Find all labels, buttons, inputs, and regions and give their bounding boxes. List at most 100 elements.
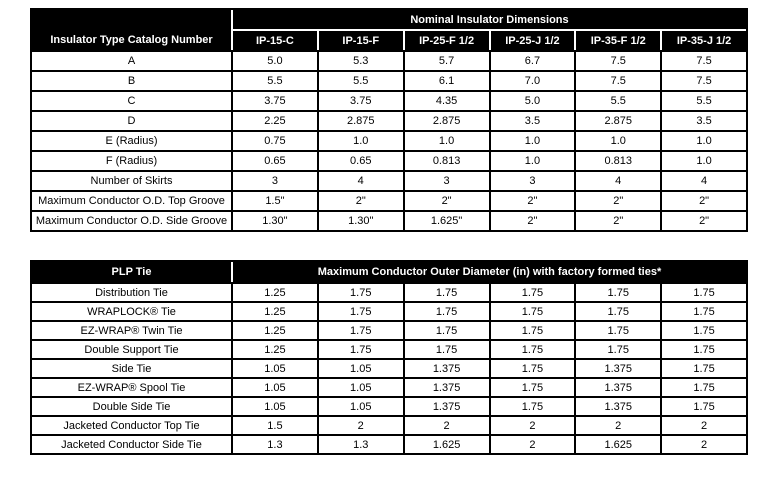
value-cell: 1.375 [576,398,661,415]
insulator-table-header: Insulator Type Catalog Number Nominal In… [32,10,746,50]
tie-table-body: Distribution Tie 1.25 1.75 1.75 1.75 1.75 1.75… [32,282,746,453]
value-cell: 1.375 [404,398,489,415]
row-label: D [32,112,231,130]
column-header: IP-25-J 1/2 [490,31,575,50]
value-cell: 1.0 [404,132,489,150]
row-label: F (Radius) [32,152,231,170]
value-cell: 1.75 [490,322,575,339]
value-cell: 2" [576,192,661,210]
row-label: B [32,72,231,90]
value-cell: 1.75 [490,360,575,377]
value-cell: 3.5 [662,112,746,130]
value-cell: 1.75 [490,398,575,415]
row-label: Distribution Tie [32,284,231,301]
value-cell: 1.625" [404,212,489,230]
value-cell: 3.75 [318,92,403,110]
value-cell: 1.0 [662,152,746,170]
row-label: E (Radius) [32,132,231,150]
value-cell: 3.5 [490,112,575,130]
column-header: IP-25-F 1/2 [404,31,489,50]
insulator-table-group-header: Nominal Insulator Dimensions [233,10,746,29]
value-cell: 5.5 [233,72,317,90]
value-cell: 4 [662,172,746,190]
value-cell: 2.25 [233,112,317,130]
value-cell: 1.0 [490,152,575,170]
value-cell: 1.75 [318,341,403,358]
insulator-dimensions-table: Insulator Type Catalog Number Nominal In… [30,8,748,232]
value-cell: 2" [490,212,575,230]
value-cell: 1.625 [576,436,661,453]
value-cell: 3 [404,172,489,190]
value-cell: 5.5 [576,92,661,110]
value-cell: 7.5 [576,72,661,90]
value-cell: 1.75 [404,303,489,320]
value-cell: 2" [662,212,746,230]
value-cell: 7.5 [662,52,746,70]
value-cell: 0.813 [576,152,661,170]
row-label: WRAPLOCK® Tie [32,303,231,320]
value-cell: 4 [318,172,403,190]
value-cell: 4.35 [404,92,489,110]
value-cell: 1.05 [318,360,403,377]
value-cell: 1.75 [490,379,575,396]
value-cell: 1.0 [662,132,746,150]
value-cell: 1.75 [576,303,661,320]
value-cell: 1.25 [233,303,317,320]
value-cell: 1.625 [404,436,489,453]
value-cell: 0.813 [404,152,489,170]
column-header: IP-15-C [233,31,317,50]
value-cell: 1.375 [404,360,489,377]
tie-table-group-header: Maximum Conductor Outer Diameter (in) wi… [233,262,746,282]
value-cell: 2 [576,417,661,434]
row-label: C [32,92,231,110]
value-cell: 3 [233,172,317,190]
row-label: EZ-WRAP® Twin Tie [32,322,231,339]
value-cell: 1.3 [233,436,317,453]
value-cell: 5.5 [662,92,746,110]
value-cell: 1.75 [576,341,661,358]
value-cell: 1.75 [662,379,746,396]
value-cell: 3.75 [233,92,317,110]
value-cell: 6.1 [404,72,489,90]
value-cell: 1.75 [404,322,489,339]
value-cell: 1.75 [576,284,661,301]
row-label: Jacketed Conductor Side Tie [32,436,231,453]
insulator-table-body: A 5.0 5.3 5.7 6.7 7.5 7.5 B 5.5 5.5 6.1 7.0 7.5 7.5 C 3… [32,50,746,230]
value-cell: 1.3 [318,436,403,453]
value-cell: 2 [318,417,403,434]
row-label: A [32,52,231,70]
value-cell: 1.5" [233,192,317,210]
value-cell: 1.75 [662,341,746,358]
value-cell: 1.05 [233,379,317,396]
value-cell: 7.5 [662,72,746,90]
row-label: EZ-WRAP® Spool Tie [32,379,231,396]
value-cell: 1.0 [490,132,575,150]
value-cell: 1.375 [404,379,489,396]
value-cell: 1.75 [490,284,575,301]
value-cell: 1.75 [662,322,746,339]
value-cell: 1.75 [490,303,575,320]
value-cell: 4 [576,172,661,190]
value-cell: 2.875 [576,112,661,130]
value-cell: 0.65 [233,152,317,170]
column-header: IP-15-F [318,31,403,50]
value-cell: 2" [662,192,746,210]
row-label: Number of Skirts [32,172,231,190]
value-cell: 2 [662,417,746,434]
row-label: Double Support Tie [32,341,231,358]
value-cell: 2 [404,417,489,434]
value-cell: 2" [318,192,403,210]
value-cell: 1.75 [662,398,746,415]
row-label: Double Side Tie [32,398,231,415]
row-label: Side Tie [32,360,231,377]
row-label: Maximum Conductor O.D. Top Groove [32,192,231,210]
value-cell: 1.05 [318,379,403,396]
value-cell: 1.75 [318,322,403,339]
value-cell: 2.875 [318,112,403,130]
value-cell: 1.30" [233,212,317,230]
value-cell: 0.75 [233,132,317,150]
insulator-table-corner-header: Insulator Type Catalog Number [32,10,231,50]
value-cell: 1.75 [318,284,403,301]
value-cell: 2" [404,192,489,210]
